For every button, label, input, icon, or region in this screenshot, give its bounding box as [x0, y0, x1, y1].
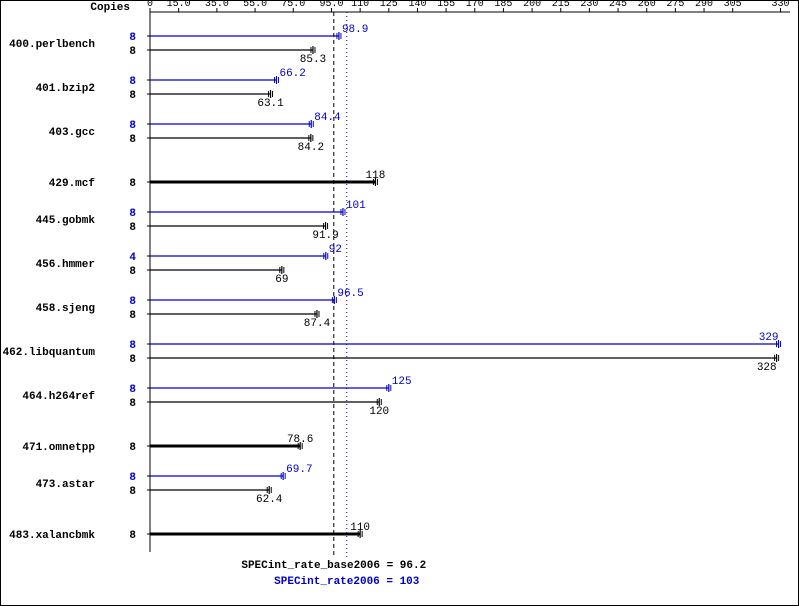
svg-text:245: 245 — [609, 0, 627, 10]
svg-text:330: 330 — [771, 0, 789, 10]
svg-text:118: 118 — [366, 170, 386, 182]
svg-text:8: 8 — [129, 398, 136, 410]
svg-text:78.6: 78.6 — [287, 434, 313, 446]
svg-text:55.0: 55.0 — [243, 0, 267, 10]
svg-text:87.4: 87.4 — [304, 318, 331, 330]
svg-text:8: 8 — [129, 384, 136, 396]
svg-text:96.5: 96.5 — [337, 288, 363, 300]
svg-text:329: 329 — [759, 332, 779, 344]
svg-text:473.astar: 473.astar — [36, 479, 95, 491]
svg-text:110: 110 — [351, 0, 369, 10]
svg-text:8: 8 — [129, 472, 136, 484]
svg-text:62.4: 62.4 — [256, 494, 283, 506]
svg-text:230: 230 — [580, 0, 598, 10]
svg-text:110: 110 — [350, 522, 370, 534]
svg-text:445.gobmk: 445.gobmk — [36, 215, 96, 227]
svg-text:260: 260 — [638, 0, 656, 10]
svg-text:69.7: 69.7 — [286, 464, 312, 476]
svg-text:66.2: 66.2 — [279, 68, 305, 80]
svg-text:63.1: 63.1 — [257, 98, 284, 110]
svg-text:140: 140 — [408, 0, 426, 10]
svg-text:125: 125 — [392, 376, 412, 388]
svg-text:8: 8 — [129, 32, 136, 44]
svg-text:8: 8 — [129, 178, 136, 190]
svg-text:8: 8 — [129, 90, 136, 102]
svg-text:SPECint_rate2006 = 103: SPECint_rate2006 = 103 — [274, 576, 420, 588]
svg-text:98.9: 98.9 — [342, 24, 368, 36]
svg-text:4: 4 — [129, 252, 136, 264]
svg-text:155: 155 — [437, 0, 455, 10]
svg-text:69: 69 — [275, 274, 288, 286]
svg-text:SPECint_rate_base2006 = 96.2: SPECint_rate_base2006 = 96.2 — [241, 560, 426, 572]
svg-text:471.omnetpp: 471.omnetpp — [22, 442, 95, 454]
svg-text:400.perlbench: 400.perlbench — [9, 39, 95, 51]
svg-text:403.gcc: 403.gcc — [49, 127, 95, 139]
svg-text:8: 8 — [129, 340, 136, 352]
svg-text:95.0: 95.0 — [319, 0, 343, 10]
svg-text:8: 8 — [129, 310, 136, 322]
svg-text:84.2: 84.2 — [298, 142, 324, 154]
svg-text:8: 8 — [129, 442, 136, 454]
svg-text:84.4: 84.4 — [314, 112, 341, 124]
svg-text:8: 8 — [129, 46, 136, 58]
svg-text:215: 215 — [552, 0, 570, 10]
svg-text:456.hmmer: 456.hmmer — [36, 259, 95, 271]
svg-text:92: 92 — [329, 244, 342, 256]
svg-text:401.bzip2: 401.bzip2 — [36, 83, 95, 95]
svg-text:290: 290 — [695, 0, 713, 10]
svg-text:185: 185 — [494, 0, 512, 10]
svg-text:8: 8 — [129, 120, 136, 132]
svg-text:200: 200 — [523, 0, 541, 10]
spec-rate-chart: 0 15.0 35.0 55.0 75.0 95.0 110 125 140 155 170 185 2… — [0, 0, 799, 606]
svg-text:483.xalancbmk: 483.xalancbmk — [9, 530, 95, 542]
svg-text:275: 275 — [666, 0, 684, 10]
svg-text:8: 8 — [129, 222, 136, 234]
svg-text:Copies: Copies — [90, 2, 130, 14]
svg-text:85.3: 85.3 — [300, 54, 326, 66]
svg-text:8: 8 — [129, 76, 136, 88]
svg-text:8: 8 — [129, 354, 136, 366]
svg-text:8: 8 — [129, 296, 136, 308]
svg-text:458.sjeng: 458.sjeng — [36, 303, 95, 315]
svg-text:8: 8 — [129, 530, 136, 542]
svg-text:305: 305 — [724, 0, 742, 10]
svg-text:429.mcf: 429.mcf — [49, 178, 96, 190]
svg-text:8: 8 — [129, 486, 136, 498]
svg-text:101: 101 — [346, 200, 366, 212]
svg-text:464.h264ref: 464.h264ref — [22, 391, 95, 403]
svg-text:0: 0 — [147, 0, 153, 10]
svg-text:125: 125 — [380, 0, 398, 10]
svg-text:462.libquantum: 462.libquantum — [3, 347, 96, 359]
svg-text:328: 328 — [757, 362, 777, 374]
svg-text:8: 8 — [129, 208, 136, 220]
svg-text:170: 170 — [466, 0, 484, 10]
svg-text:91.9: 91.9 — [312, 230, 338, 242]
svg-text:15.0: 15.0 — [167, 0, 191, 10]
svg-text:75.0: 75.0 — [281, 0, 305, 10]
svg-text:35.0: 35.0 — [205, 0, 229, 10]
svg-text:120: 120 — [369, 406, 389, 418]
svg-text:8: 8 — [129, 134, 136, 146]
svg-text:8: 8 — [129, 266, 136, 278]
